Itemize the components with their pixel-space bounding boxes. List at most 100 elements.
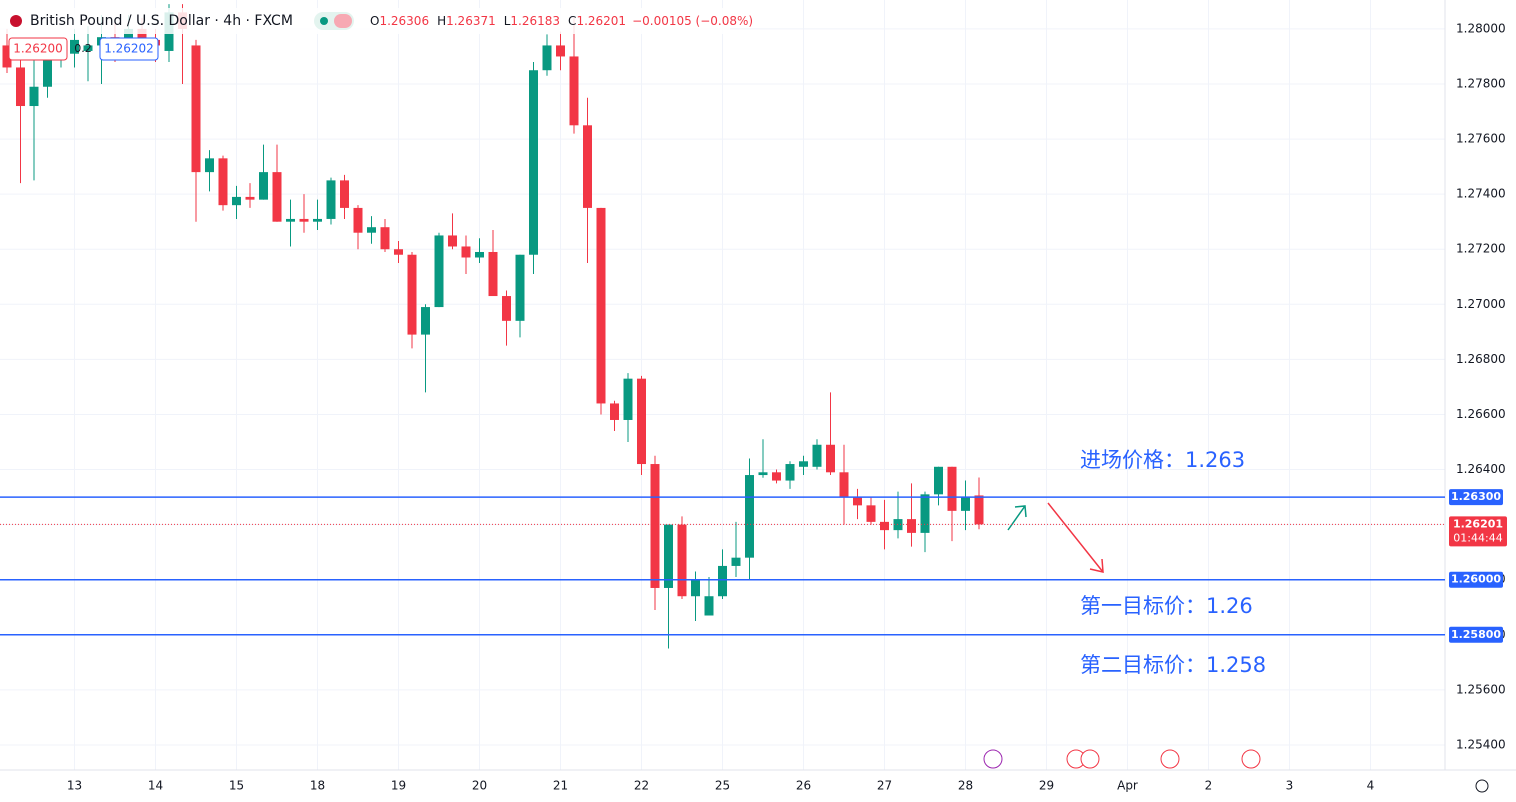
symbol-icon bbox=[10, 15, 22, 27]
settings-icon[interactable] bbox=[1475, 779, 1489, 793]
x-tick-label: 26 bbox=[796, 779, 811, 793]
ask: 1.26202 bbox=[104, 42, 154, 56]
ohlc-value: 1.26306 bbox=[379, 14, 429, 28]
candle-body bbox=[583, 125, 592, 208]
y-tick-label: 1.27200 bbox=[1456, 242, 1506, 256]
y-tick-label: 1.27400 bbox=[1456, 187, 1506, 201]
candle-body bbox=[448, 235, 457, 247]
candle-body bbox=[650, 464, 660, 588]
candle-body bbox=[515, 254, 525, 321]
status-icon bbox=[334, 14, 352, 28]
candle-body bbox=[569, 56, 579, 126]
x-tick-label: 18 bbox=[310, 779, 325, 793]
candle-body bbox=[637, 378, 646, 465]
candle-body bbox=[542, 45, 552, 71]
candle-body bbox=[664, 524, 673, 588]
y-tick-label: 1.26800 bbox=[1456, 352, 1506, 366]
y-tick-label: 1.27800 bbox=[1456, 76, 1506, 90]
event-icons bbox=[983, 749, 1261, 769]
header: British Pound / U.S. Dollar · 4h · FXCM … bbox=[0, 8, 753, 61]
x-tick-label: 4 bbox=[1367, 779, 1375, 793]
price-tag bbox=[1449, 489, 1503, 506]
x-tick-label: 22 bbox=[634, 779, 649, 793]
price-tag-label: 1.25800 bbox=[1451, 628, 1501, 641]
candle-body bbox=[218, 158, 228, 206]
candle-body bbox=[137, 28, 147, 43]
candle-body bbox=[839, 472, 849, 498]
up-arrow bbox=[1007, 505, 1027, 531]
y-tick-label: 1.28000 bbox=[1456, 21, 1506, 35]
ohlc: O1.26306 H1.26371 L1.26183 C1.26201 −0.00105… bbox=[370, 14, 753, 28]
x-tick-label: 21 bbox=[553, 779, 568, 793]
candle-body bbox=[29, 86, 39, 107]
candle-body bbox=[907, 519, 916, 533]
x-tick-label: 29 bbox=[1039, 779, 1054, 793]
chart-title: British Pound / U.S. Dollar · 4h · FXCM bbox=[30, 13, 293, 29]
candle-body bbox=[974, 495, 984, 525]
annotation: 进场价格：1.263 bbox=[1080, 448, 1245, 472]
y-tick-label: 1.25600 bbox=[1456, 682, 1506, 696]
x-tick-label: 25 bbox=[715, 779, 730, 793]
event-icon bbox=[1160, 749, 1180, 769]
candle-body bbox=[326, 180, 336, 219]
candle-body bbox=[934, 466, 943, 495]
candle-body bbox=[407, 254, 417, 335]
candle-body bbox=[313, 218, 322, 222]
candle-body bbox=[353, 207, 363, 233]
candle-body bbox=[299, 218, 309, 222]
candle-body bbox=[367, 227, 376, 233]
candle-body bbox=[718, 565, 727, 597]
candle-body bbox=[421, 307, 430, 335]
x-tick-label: 3 bbox=[1286, 779, 1294, 793]
x-tick-label: 20 bbox=[472, 779, 487, 793]
x-tick-label: 28 bbox=[958, 779, 973, 793]
candle-body bbox=[16, 67, 25, 107]
candle-body bbox=[434, 235, 444, 308]
x-tick-label: 13 bbox=[67, 779, 82, 793]
candle-body bbox=[947, 466, 957, 511]
status-dot bbox=[320, 17, 328, 25]
event-icon bbox=[1080, 749, 1100, 769]
candle-body bbox=[380, 227, 390, 250]
ohlc-value: 1.26371 bbox=[446, 14, 496, 28]
candle-body bbox=[596, 207, 606, 404]
price-tag-label: 1.26300 bbox=[1451, 490, 1501, 503]
candle-body bbox=[880, 521, 889, 531]
candle-body bbox=[772, 472, 781, 481]
candle-body bbox=[502, 296, 511, 321]
ohlc-label: H bbox=[437, 14, 446, 28]
price-tag bbox=[1449, 571, 1503, 588]
ohlc-label: L bbox=[504, 14, 511, 28]
event-icon bbox=[983, 749, 1003, 769]
candle-body bbox=[394, 249, 403, 255]
candle-body bbox=[340, 180, 349, 208]
candle-body bbox=[461, 246, 471, 258]
annotation: 第二目标价：1.258 bbox=[1080, 653, 1266, 677]
y-tick-label: 1.25400 bbox=[1456, 737, 1506, 751]
y-tick-label: 1.26400 bbox=[1456, 462, 1506, 476]
x-tick-label: 2 bbox=[1205, 779, 1213, 793]
x-tick-label: 27 bbox=[877, 779, 892, 793]
x-tick-label: 15 bbox=[229, 779, 244, 793]
candle-body bbox=[731, 557, 741, 566]
plot bbox=[2, 4, 984, 649]
candle-body bbox=[920, 494, 930, 533]
candle-body bbox=[191, 45, 201, 173]
candle-body bbox=[70, 39, 79, 54]
candle-body bbox=[704, 596, 714, 616]
price-tag bbox=[1449, 626, 1503, 643]
candle-body bbox=[83, 45, 93, 51]
y-tick-label: 1.27600 bbox=[1456, 132, 1506, 146]
candle-body bbox=[2, 45, 12, 68]
candle-body bbox=[677, 524, 687, 597]
candle-body bbox=[43, 59, 52, 87]
candle-body bbox=[556, 45, 565, 57]
ohlc-value: 1.26201 bbox=[576, 14, 626, 28]
candle-body bbox=[286, 218, 295, 222]
ohlc-label: O bbox=[370, 14, 379, 28]
candle-body bbox=[610, 403, 619, 420]
candle-body bbox=[205, 158, 214, 173]
down-arrow bbox=[1047, 502, 1104, 573]
